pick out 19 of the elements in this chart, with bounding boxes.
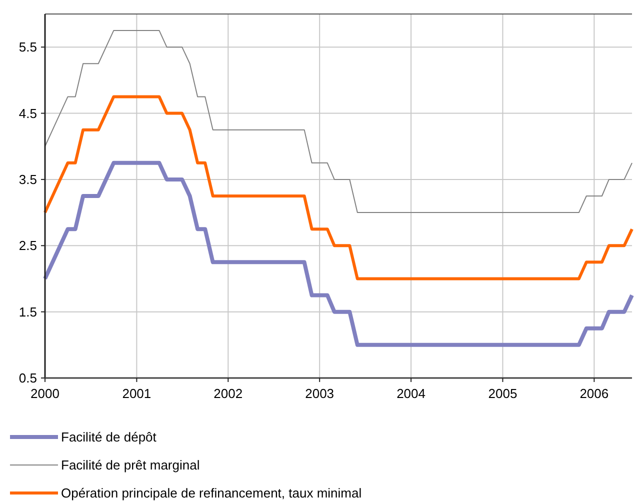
y-tick-label: 1.5 <box>18 304 37 320</box>
y-tick-label: 3.5 <box>18 172 37 188</box>
x-tick-label: 2002 <box>214 386 243 401</box>
y-tick-label: 5.5 <box>18 40 37 55</box>
y-tick-label: 4.5 <box>18 106 37 121</box>
line-series <box>43 160 634 347</box>
legend-label: Opération principale de refinancement, taux minimal <box>61 486 362 501</box>
y-tick-label: 2.5 <box>18 238 37 254</box>
x-tick-label: 2006 <box>580 386 609 401</box>
y-tick-label: 0.5 <box>18 370 37 386</box>
legend-label: Facilité de dépôt <box>61 430 157 445</box>
x-tick-label: 2001 <box>122 386 152 401</box>
x-tick-label: 2005 <box>488 386 518 401</box>
x-tick-label: 2000 <box>30 386 60 401</box>
line-series <box>44 95 634 280</box>
x-tick-label: 2003 <box>305 386 334 401</box>
line-series <box>44 30 632 214</box>
legend-label: Facilité de prêt marginal <box>61 458 200 473</box>
x-tick-label: 2004 <box>396 386 426 401</box>
